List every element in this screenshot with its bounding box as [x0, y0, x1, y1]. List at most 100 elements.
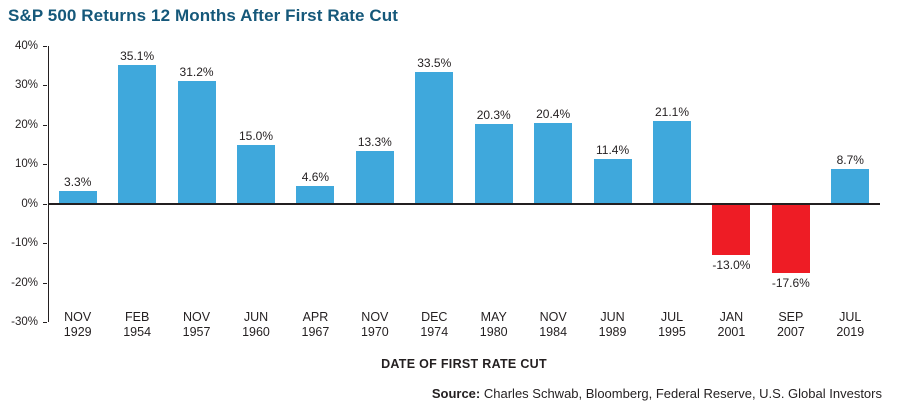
zero-baseline: [48, 202, 880, 205]
plot-area: 3.3% NOV 1929 35.1% FEB 1954 31.2% NOV 1957 15.0%…: [48, 46, 880, 339]
bar-value-label: 3.3%: [64, 174, 92, 189]
bar: [771, 203, 810, 274]
x-tick-label: JAN 2001: [702, 310, 761, 340]
x-tick-month: NOV: [539, 310, 567, 324]
bar: [474, 123, 513, 204]
y-tick-label: -10%: [11, 237, 38, 250]
bar-value-label: 13.3%: [357, 135, 392, 150]
x-tick-year: 1995: [658, 325, 686, 339]
y-tick-label: 10%: [14, 158, 38, 171]
bar-value-label: 4.6%: [301, 169, 330, 184]
bar-column: 35.1% FEB 1954: [107, 46, 166, 339]
x-tick-month: SEP: [778, 310, 804, 324]
x-tick-label: NOV 1984: [523, 310, 582, 340]
x-tick-year: 1980: [479, 325, 508, 339]
x-tick-label: JUN 1989: [583, 310, 642, 340]
x-tick-year: 2001: [717, 325, 746, 339]
bar: [831, 169, 870, 204]
x-tick-label: DEC 1974: [405, 310, 464, 340]
y-tick-label: 40%: [14, 40, 38, 52]
x-tick-month: JUN: [243, 310, 269, 324]
bar-value-label: -17.6%: [771, 276, 810, 291]
x-tick-year: 1989: [598, 325, 627, 339]
x-tick-year: 1929: [63, 325, 92, 339]
bar-column: -13.0% JAN 2001: [702, 46, 761, 339]
bar-column: 15.0% JUN 1960: [226, 46, 285, 339]
source-note: Source: Charles Schwab, Bloomberg, Feder…: [432, 386, 882, 401]
x-tick-year: 1954: [123, 325, 152, 339]
y-tick-mark: [43, 164, 47, 166]
chart-title: S&P 500 Returns 12 Months After First Ra…: [8, 6, 399, 25]
bar-column: -17.6% SEP 2007: [761, 46, 820, 339]
bar-column: 8.7% JUL 2019: [821, 46, 880, 339]
y-tick-label: 20%: [14, 118, 38, 131]
x-tick-label: JUL 1995: [642, 310, 701, 340]
x-tick-label: APR 1967: [286, 310, 345, 340]
x-tick-label: JUN 1960: [226, 310, 285, 340]
x-tick-year: 1960: [242, 325, 270, 339]
bar: [593, 158, 632, 204]
bar: [415, 71, 454, 204]
x-tick-month: JUN: [600, 310, 625, 324]
bar: [118, 65, 157, 204]
bar-value-label: 33.5%: [417, 55, 452, 70]
x-axis-title: DATE OF FIRST RATE CUT: [381, 357, 547, 371]
bar: [712, 203, 751, 255]
x-tick-label: MAY 1980: [464, 310, 523, 340]
y-tick-mark: [43, 46, 47, 47]
bar: [236, 144, 275, 204]
bar-column: 21.1% JUL 1995: [642, 46, 701, 339]
bar-value-label: 20.4%: [536, 107, 571, 122]
bar-column: 11.4% JUN 1989: [583, 46, 642, 339]
x-tick-month: NOV: [361, 310, 389, 324]
x-tick-month: JUL: [839, 310, 862, 324]
x-tick-label: SEP 2007: [761, 310, 820, 340]
x-tick-label: NOV 1929: [48, 310, 107, 340]
bar-column: 20.3% MAY 1980: [464, 46, 523, 339]
x-tick-month: NOV: [183, 310, 211, 324]
bar-value-label: 15.0%: [238, 128, 273, 143]
bar-column: 33.5% DEC 1974: [405, 46, 464, 339]
bar: [652, 120, 691, 204]
bar-column: 13.3% NOV 1970: [345, 46, 404, 339]
x-tick-year: 1974: [420, 325, 449, 339]
bar: [355, 151, 394, 204]
bar-value-label: 11.4%: [595, 142, 630, 157]
y-tick-mark: [43, 124, 47, 126]
bar-value-label: 31.2%: [179, 64, 214, 79]
bar: [296, 185, 335, 204]
y-tick-mark: [43, 322, 47, 323]
y-tick-mark: [43, 85, 47, 87]
x-tick-month: JUL: [660, 310, 684, 324]
y-tick-mark: [43, 282, 47, 284]
x-tick-label: NOV 1957: [167, 310, 226, 340]
x-tick-month: NOV: [64, 310, 92, 324]
bar-value-label: 21.1%: [654, 104, 689, 119]
y-tick-label: -30%: [11, 316, 38, 328]
x-tick-month: FEB: [124, 310, 150, 324]
bar-value-label: -13.0%: [712, 257, 751, 272]
bar-column: 4.6% APR 1967: [286, 46, 345, 339]
x-tick-month: DEC: [421, 310, 448, 324]
y-tick-label: 0%: [21, 197, 38, 210]
x-tick-year: 2019: [836, 325, 865, 339]
x-tick-month: APR: [302, 310, 329, 324]
x-tick-month: MAY: [480, 310, 507, 324]
bar-column: 31.2% NOV 1957: [167, 46, 226, 339]
bar-column: 3.3% NOV 1929: [48, 46, 107, 339]
y-axis: 40% 30% 20% 10% 0% -10% -20% -30%: [0, 40, 47, 328]
x-tick-year: 1984: [539, 325, 568, 339]
x-tick-year: 2007: [776, 325, 805, 339]
source-text: Charles Schwab, Bloomberg, Federal Reser…: [483, 386, 882, 401]
x-tick-label: NOV 1970: [345, 310, 404, 340]
y-tick-label: 30%: [14, 79, 38, 92]
x-tick-month: JAN: [719, 310, 744, 324]
x-tick-year: 1957: [182, 325, 211, 339]
bar-value-label: 35.1%: [120, 49, 155, 64]
bar: [58, 190, 97, 204]
x-tick-year: 1967: [301, 325, 330, 339]
x-tick-label: JUL 2019: [821, 310, 880, 340]
x-tick-label: FEB 1954: [107, 310, 166, 340]
y-tick-mark: [43, 243, 47, 245]
